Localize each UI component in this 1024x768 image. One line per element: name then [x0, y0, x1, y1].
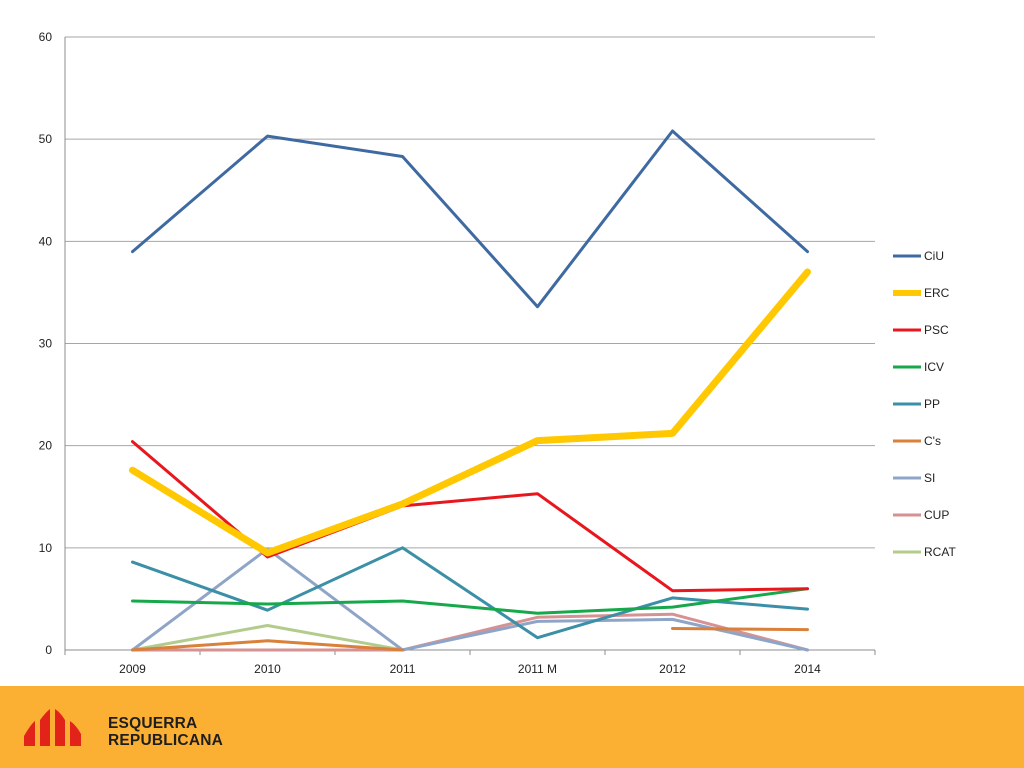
y-tick-label: 0 [45, 643, 52, 657]
legend-label: ICV [924, 360, 944, 374]
series-line-si [131, 547, 809, 652]
y-tick-label: 50 [39, 132, 53, 146]
brand-name: ESQUERRA REPUBLICANA [108, 715, 223, 749]
y-tick-label: 30 [39, 337, 53, 351]
x-tick-label: 2009 [119, 662, 146, 676]
series-line-icv [131, 587, 809, 615]
chart-svg: 0 10 20 30 40 50 60 2009 2010 2011 2011 M 2012 2014 C… [39, 30, 957, 676]
legend-label: RCAT [924, 545, 956, 559]
legend-label: C's [924, 434, 941, 448]
series-line-erc [129, 268, 811, 557]
brand-line-1: ESQUERRA [108, 715, 198, 732]
series-line-ciu [131, 129, 809, 309]
series-line-psc [131, 440, 809, 593]
y-tick-label: 20 [39, 439, 53, 453]
legend-label: ERC [924, 286, 950, 300]
x-tick-label: 2010 [254, 662, 281, 676]
x-tick-label: 2011 M [518, 662, 557, 676]
legend-label: SI [924, 471, 935, 485]
series-line-cup [131, 612, 809, 652]
legend-label: PP [924, 397, 940, 411]
line-chart: 0 10 20 30 40 50 60 2009 2010 2011 2011 M 2012 2014 C… [39, 30, 957, 676]
legend-label: CUP [924, 508, 949, 522]
x-tick-label: 2014 [794, 662, 821, 676]
legend-label: PSC [924, 323, 949, 337]
series-line-rcat [131, 624, 404, 652]
x-tick-label: 2011 [390, 662, 416, 676]
legend-label: CiU [924, 249, 944, 263]
brand-line-2: REPUBLICANA [108, 732, 224, 749]
x-tick-label: 2012 [659, 662, 686, 676]
y-tick-label: 40 [39, 234, 53, 248]
footer-bar: ESQUERRA REPUBLICANA [0, 686, 1024, 768]
y-tick-label: 10 [39, 541, 53, 555]
y-tick-label: 60 [39, 30, 53, 44]
esquerra-republicana-logo-icon [24, 709, 81, 746]
series-line-cs [671, 627, 809, 632]
series-line-cs [131, 639, 404, 652]
